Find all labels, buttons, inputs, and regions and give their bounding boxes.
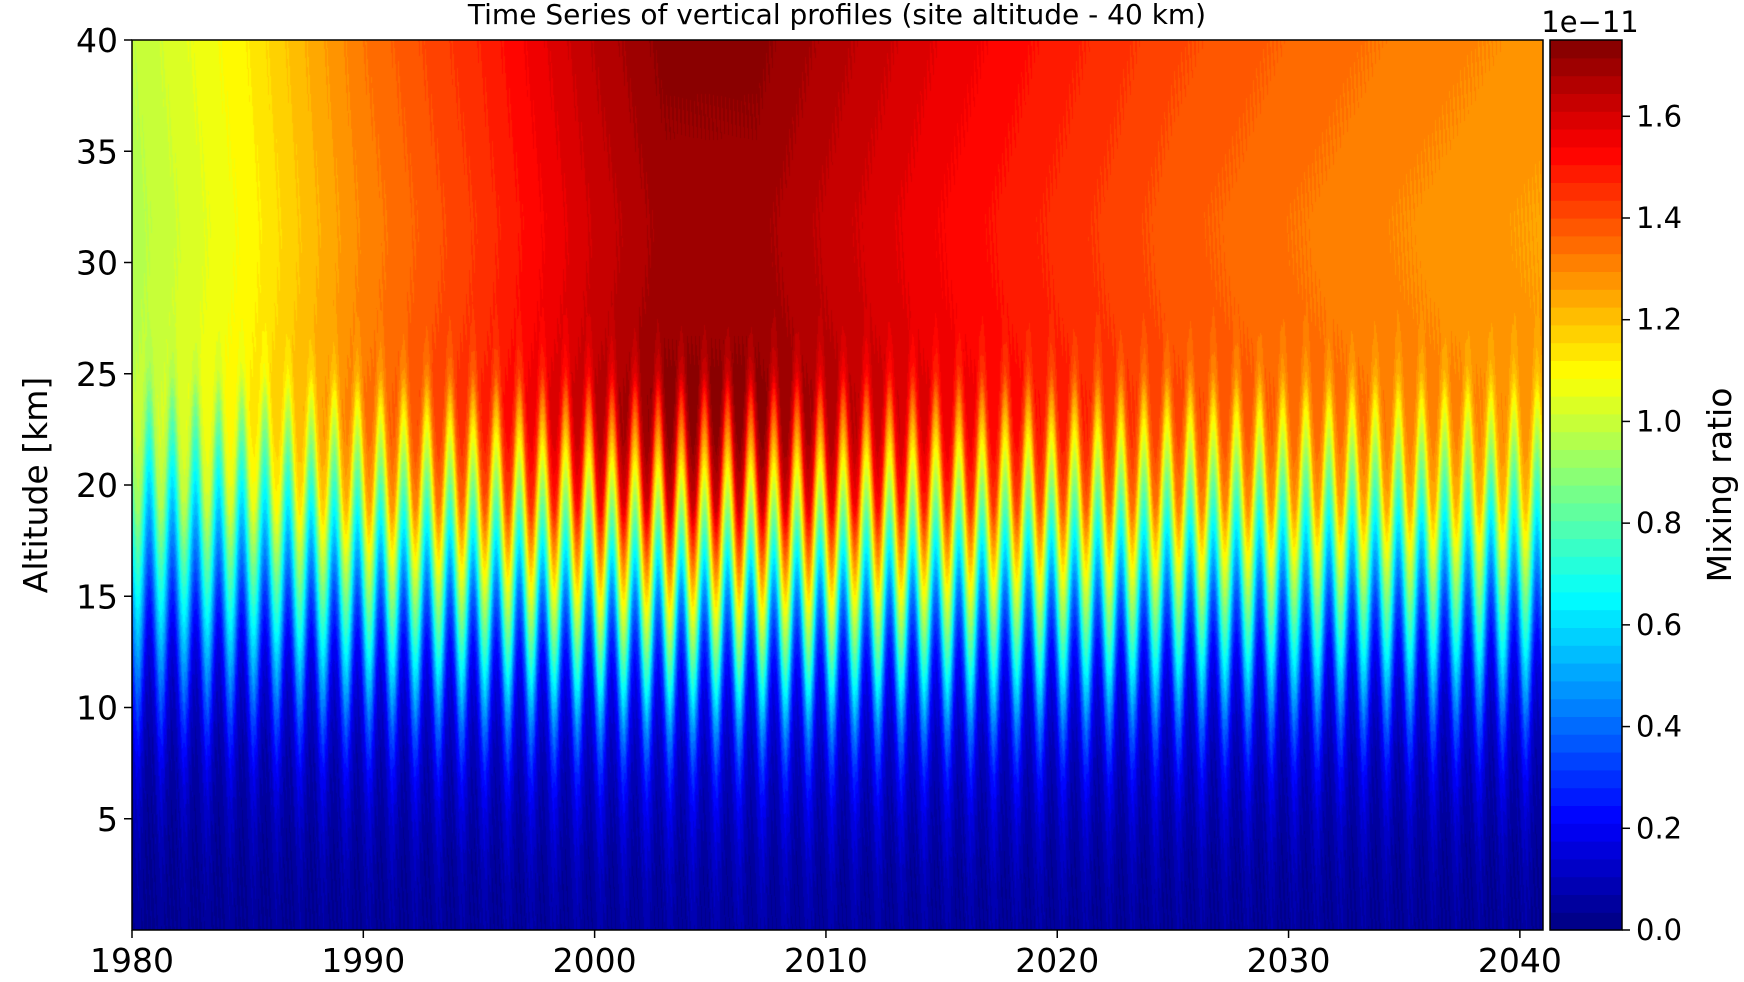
- colorbar-band: [1550, 342, 1622, 361]
- colorbar-band: [1550, 253, 1622, 272]
- colorbar-band: [1550, 271, 1622, 290]
- colorbar-band: [1550, 591, 1622, 611]
- colorbar-band: [1550, 129, 1622, 148]
- colorbar-band: [1550, 823, 1622, 842]
- y-tick-label: 35: [76, 132, 118, 171]
- colorbar-band: [1550, 841, 1622, 860]
- colorbar-band: [1550, 769, 1622, 789]
- colorbar-ticks: 0.0 0.2 0.4 0.6 0.8 1.0 1.2 1.4 1.6: [1622, 99, 1682, 947]
- colorbar-band: [1550, 449, 1622, 468]
- colorbar-frame: [1549, 39, 1623, 931]
- colorbar-band: [1550, 396, 1622, 415]
- colorbar-band: [1550, 57, 1622, 77]
- colorbar-tick-label: 1.4: [1636, 201, 1682, 235]
- colorbar-band: [1550, 182, 1622, 201]
- x-axis: 1980 1990 2000 2010 2020 2030 2040: [90, 930, 1562, 980]
- colorbar-band: [1550, 698, 1622, 717]
- colorbar-band: [1550, 467, 1622, 486]
- colorbar-band: [1550, 218, 1622, 237]
- colorbar-tick-label: 0.2: [1636, 811, 1682, 845]
- colorbar-offset-text: 1e−11: [1541, 5, 1639, 39]
- colorbar-band: [1550, 787, 1622, 806]
- y-tick-label: 10: [76, 689, 118, 728]
- colorbar-band: [1550, 609, 1622, 628]
- colorbar-band: [1550, 413, 1622, 433]
- colorbar-band: [1550, 75, 1622, 94]
- colorbar-tick-label: 0.4: [1636, 710, 1682, 744]
- colorbar-band: [1550, 645, 1622, 664]
- colorbar-band: [1550, 627, 1622, 646]
- colorbar-tick-label: 1.6: [1636, 99, 1682, 133]
- colorbar-band: [1550, 538, 1622, 557]
- colorbar-band: [1550, 146, 1622, 166]
- colorbar-band: [1550, 680, 1622, 700]
- colorbar-band: [1550, 734, 1622, 753]
- y-tick-label: 5: [97, 800, 118, 839]
- colorbar-tick-label: 0.8: [1636, 506, 1682, 540]
- y-tick-label: 40: [76, 21, 118, 60]
- colorbar-band: [1550, 752, 1622, 771]
- colorbar-tick-label: 1.2: [1636, 303, 1682, 337]
- colorbar-band: [1550, 485, 1622, 504]
- colorbar-band: [1550, 520, 1622, 539]
- y-tick-label: 20: [76, 466, 118, 505]
- y-axis-label: Altitude [km]: [16, 377, 55, 593]
- colorbar-band: [1550, 200, 1622, 219]
- colorbar-band: [1550, 431, 1622, 450]
- colorbar-band: [1550, 858, 1622, 878]
- colorbar-band: [1550, 805, 1622, 824]
- chart-title: Time Series of vertical profiles (site a…: [467, 0, 1206, 31]
- y-tick-label: 15: [76, 577, 118, 616]
- colorbar-bands: [1550, 40, 1622, 931]
- x-tick-label: 2020: [1015, 941, 1099, 980]
- colorbar-band: [1550, 111, 1622, 130]
- colorbar: 0.0 0.2 0.4 0.6 0.8 1.0 1.2 1.4 1.6 1e−11 Mixing…: [1541, 5, 1739, 947]
- colorbar-band: [1550, 164, 1622, 183]
- colorbar-band: [1550, 716, 1622, 735]
- colorbar-band: [1550, 289, 1622, 308]
- x-tick-label: 1990: [321, 941, 405, 980]
- x-tick-label: 2040: [1478, 941, 1562, 980]
- colorbar-tick-label: 0.0: [1636, 913, 1682, 947]
- colorbar-band: [1550, 912, 1622, 931]
- x-tick-label: 2030: [1247, 941, 1331, 980]
- colorbar-band: [1550, 40, 1622, 59]
- y-axis: 5 10 15 20 25 30 35 40: [76, 21, 132, 839]
- x-tick-label: 2000: [553, 941, 637, 980]
- colorbar-band: [1550, 235, 1622, 255]
- y-tick-label: 25: [76, 355, 118, 394]
- x-tick-label: 2010: [784, 941, 868, 980]
- colorbar-tick-label: 0.6: [1636, 608, 1682, 642]
- y-tick-label: 30: [76, 244, 118, 283]
- colorbar-band: [1550, 324, 1622, 344]
- colorbar-band: [1550, 894, 1622, 913]
- colorbar-band: [1550, 556, 1622, 575]
- colorbar-label: Mixing ratio: [1700, 388, 1739, 583]
- colorbar-band: [1550, 360, 1622, 379]
- colorbar-band: [1550, 663, 1622, 682]
- heatmap-image: [132, 40, 1543, 930]
- x-tick-label: 1980: [90, 941, 174, 980]
- colorbar-band: [1550, 378, 1622, 397]
- colorbar-band: [1550, 93, 1622, 112]
- colorbar-band: [1550, 307, 1622, 326]
- plot-area: [131, 39, 1544, 931]
- colorbar-band: [1550, 502, 1622, 522]
- colorbar-tick-label: 1.0: [1636, 404, 1682, 438]
- colorbar-band: [1550, 876, 1622, 895]
- colorbar-band: [1550, 574, 1622, 593]
